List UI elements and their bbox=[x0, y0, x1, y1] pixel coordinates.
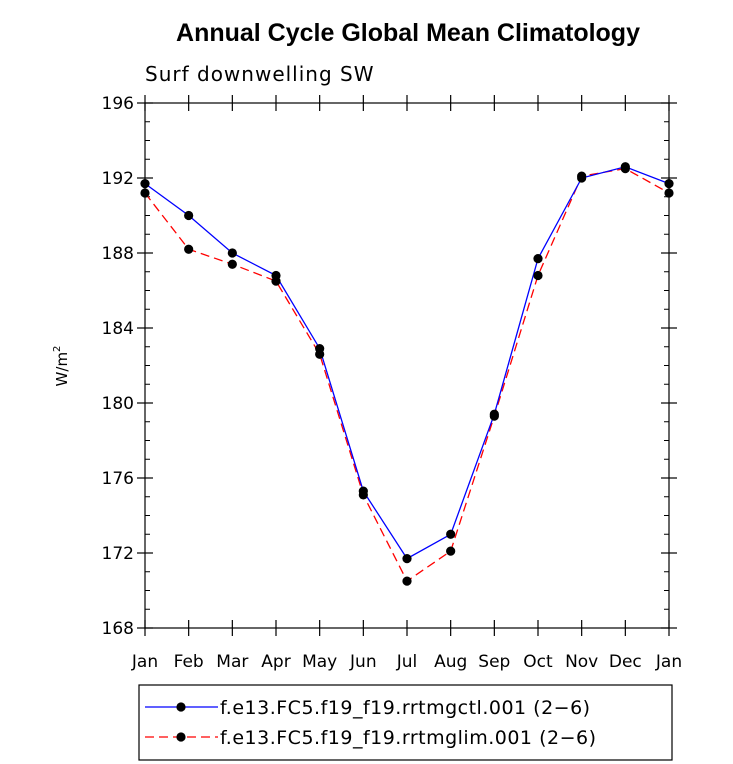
x-tick-label: Mar bbox=[216, 652, 248, 672]
series-2-point bbox=[227, 259, 237, 269]
legend-box bbox=[138, 684, 673, 761]
legend: f.e13.FC5.f19_f19.rrtmgctl.001 (2−6) f.e1… bbox=[138, 684, 673, 761]
series-1-point bbox=[358, 486, 368, 496]
series-1-point bbox=[533, 254, 543, 264]
y-tick-label: 176 bbox=[102, 469, 134, 489]
series-2-point bbox=[184, 244, 194, 254]
series-2-point bbox=[446, 546, 456, 556]
y-axis-label-unit: W/m bbox=[53, 352, 71, 387]
plot-area: 168 172 176 180 184 188 192 196 Jan Feb Mar Apr May J… bbox=[102, 94, 683, 672]
series-1-point bbox=[620, 162, 630, 172]
y-tick-label: 192 bbox=[102, 169, 134, 189]
series-1-point bbox=[489, 409, 499, 419]
x-tick-label: Nov bbox=[565, 652, 598, 672]
y-tick-label: 188 bbox=[102, 244, 134, 264]
x-tick-label: May bbox=[302, 652, 337, 672]
x-tick-label: Sep bbox=[478, 652, 510, 672]
x-tick-label: Jan bbox=[655, 652, 682, 672]
series-2-point bbox=[402, 576, 412, 586]
series-1-point bbox=[184, 210, 194, 221]
legend-label-1: f.e13.FC5.f19_f19.rrtmgctl.001 (2−6) bbox=[220, 697, 591, 719]
series-1-point bbox=[315, 344, 325, 354]
x-tick-label: Jun bbox=[349, 652, 377, 672]
series-line-1 bbox=[144, 166, 670, 560]
series-1-point bbox=[664, 179, 674, 189]
x-tick-label: Aug bbox=[434, 652, 467, 672]
x-tick-label: Jul bbox=[396, 652, 418, 672]
series-line-2 bbox=[144, 167, 670, 583]
series-1-point bbox=[402, 554, 412, 564]
series-2-point bbox=[533, 270, 543, 281]
y-tick-label: 168 bbox=[102, 619, 134, 639]
series-1-point bbox=[577, 173, 587, 183]
y-axis-label-superscript: 2 bbox=[52, 346, 63, 352]
series-1-point bbox=[140, 179, 150, 189]
legend-marker-1 bbox=[176, 702, 186, 712]
series-2-point bbox=[664, 188, 674, 198]
x-tick-label: Oct bbox=[523, 652, 553, 672]
y-tick-label: 184 bbox=[102, 319, 134, 339]
x-tick-label: Apr bbox=[261, 652, 290, 672]
series-1-point bbox=[227, 248, 237, 258]
y-tick-label: 196 bbox=[102, 94, 134, 114]
y-tick-label: 180 bbox=[102, 394, 134, 414]
legend-label-2: f.e13.FC5.f19_f19.rrtmglim.001 (2−6) bbox=[220, 727, 597, 749]
plot-frame bbox=[144, 102, 670, 629]
series-1-point bbox=[446, 529, 456, 539]
series-2-point bbox=[140, 188, 150, 198]
y-tick-label: 172 bbox=[102, 544, 134, 564]
chart-title: Annual Cycle Global Mean Climatology bbox=[176, 19, 640, 47]
y-axis-label: W/m2 bbox=[52, 346, 71, 387]
legend-marker-2 bbox=[176, 732, 186, 742]
x-tick-label: Dec bbox=[609, 652, 642, 672]
x-tick-label: Jan bbox=[131, 652, 158, 672]
chart-subtitle: Surf downwelling SW bbox=[145, 62, 375, 86]
x-tick-label: Feb bbox=[174, 652, 204, 672]
series-1-point bbox=[271, 270, 281, 281]
